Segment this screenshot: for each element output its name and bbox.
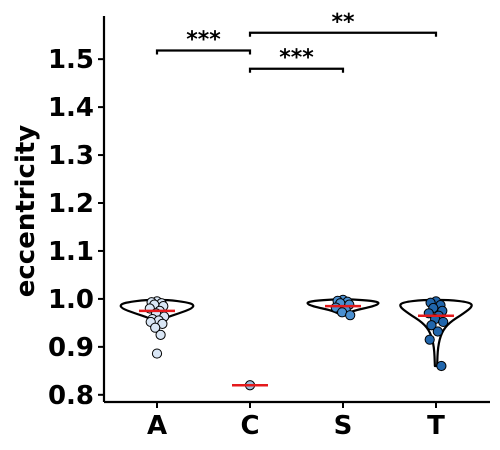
point-T — [436, 360, 447, 372]
point-T — [424, 334, 435, 345]
point-T — [438, 316, 449, 328]
y-tick-label: 1.3 — [48, 141, 94, 171]
sig-label-A-C: *** — [186, 28, 221, 53]
y-tick-label: 1.5 — [48, 45, 94, 75]
y-axis-label: eccentricity — [11, 125, 41, 298]
y-tick-label: 1.4 — [48, 93, 94, 123]
point-T — [426, 320, 437, 331]
point-A — [151, 348, 163, 359]
violins — [119, 298, 473, 368]
axes: 0.8 0.9 1.0 1.1 1.2 1.3 1.4 1.5 A C S T — [48, 16, 490, 441]
y-tick-label: 1.2 — [48, 189, 94, 219]
point-A — [150, 322, 161, 333]
point-T — [432, 326, 443, 337]
significance-brackets: ******** — [155, 10, 438, 73]
sig-bracket-C-T — [248, 31, 438, 37]
x-tick-label: T — [427, 411, 445, 441]
sig-label-C-T: ** — [331, 10, 355, 35]
data-points — [144, 294, 449, 391]
x-tick-label: C — [240, 411, 259, 441]
y-tick-label: 0.9 — [48, 333, 94, 363]
y-tick-label: 1.0 — [48, 285, 94, 315]
sig-bracket-C-S — [248, 67, 345, 73]
sig-label-C-S: *** — [279, 46, 314, 71]
y-tick-label: 1.1 — [48, 237, 94, 267]
median-lines — [139, 304, 454, 387]
point-A — [155, 329, 166, 340]
x-tick-label: A — [147, 411, 167, 441]
sig-bracket-A-C — [155, 49, 252, 55]
x-tick-label: S — [334, 411, 353, 441]
y-tick-label: 0.8 — [48, 381, 94, 411]
point-S — [345, 310, 356, 321]
